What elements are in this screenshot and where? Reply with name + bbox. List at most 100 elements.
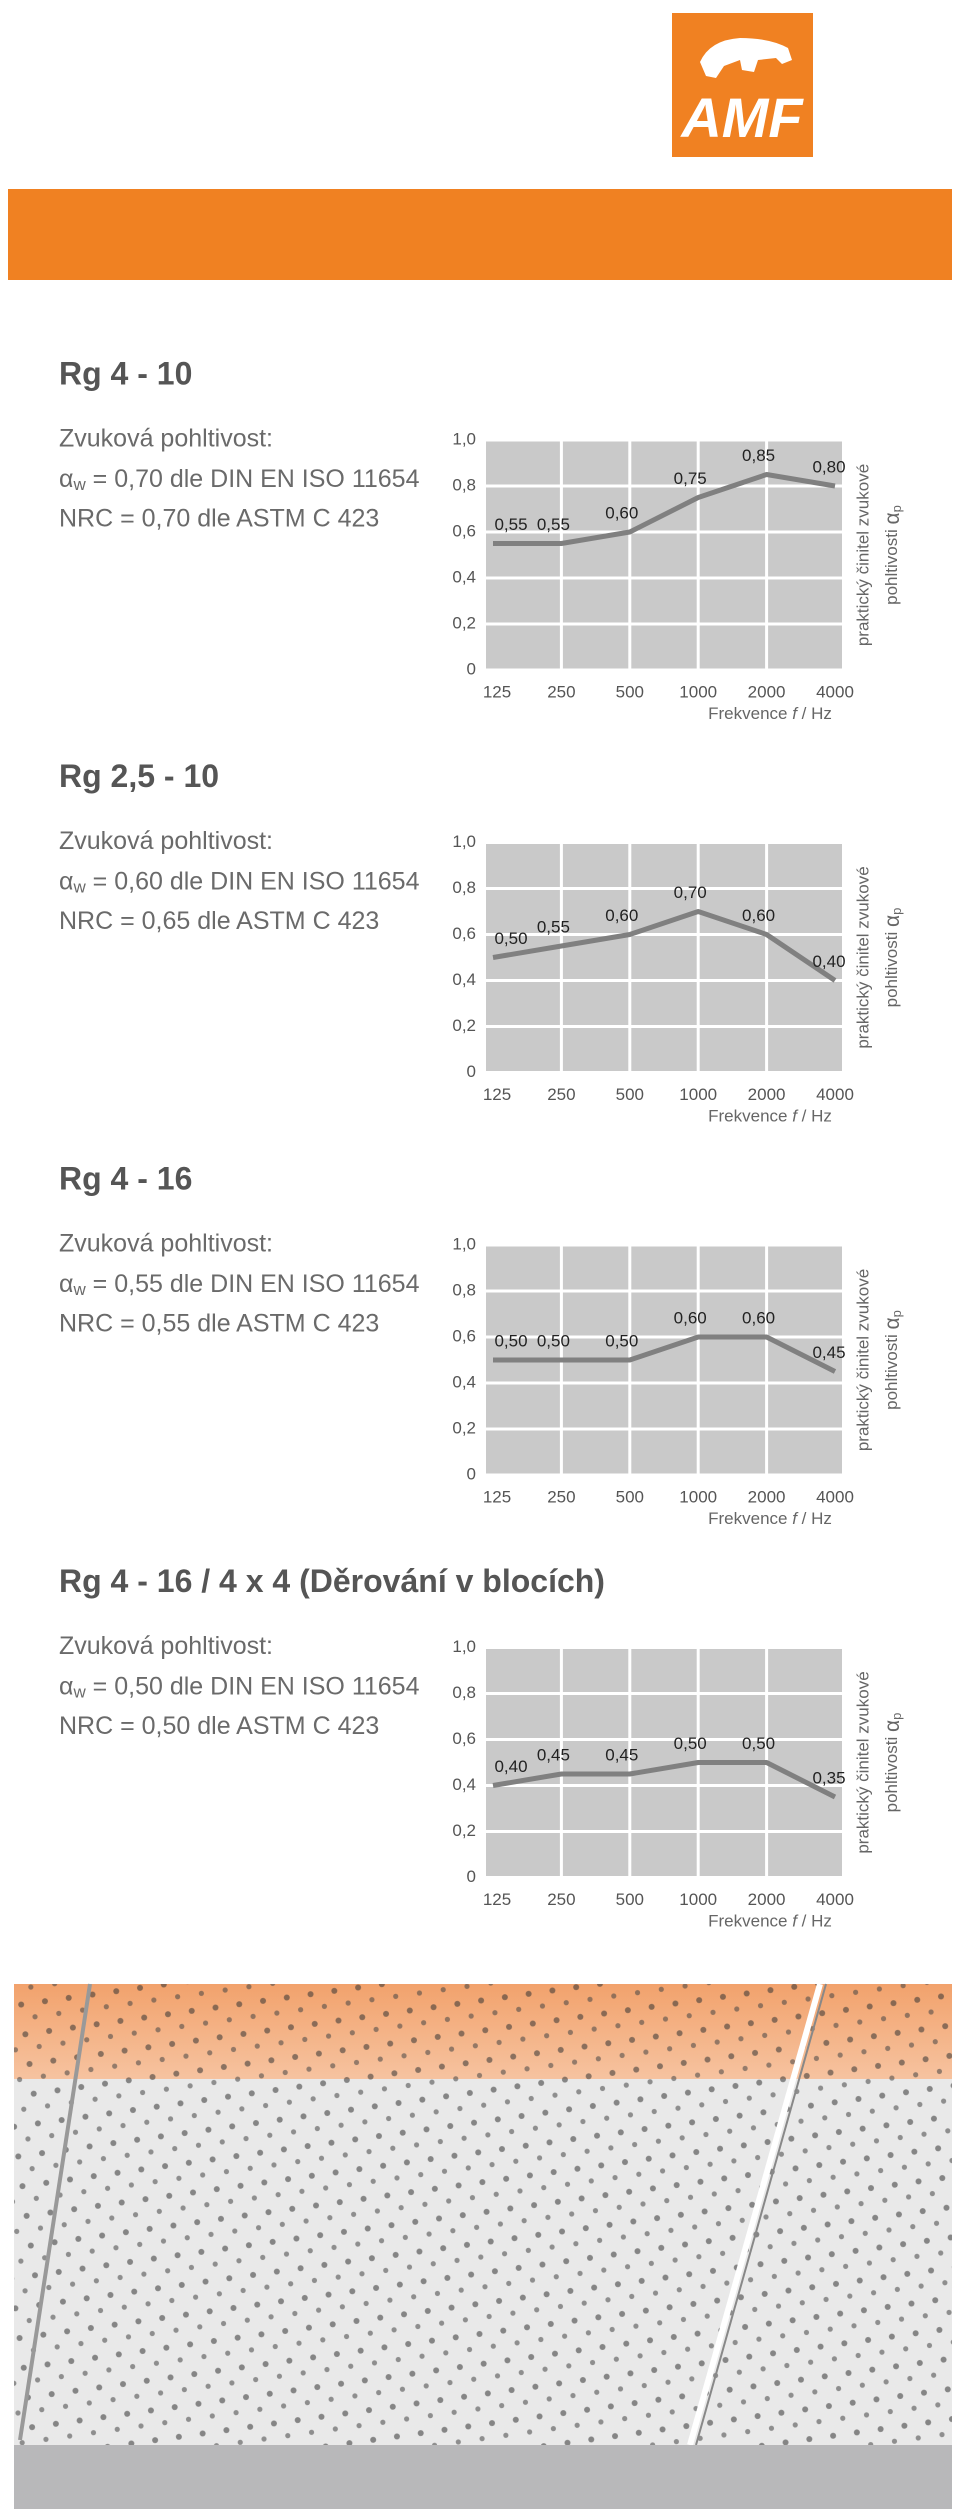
value-label: 0,55 [537, 515, 570, 534]
x-tick-label: 1000 [679, 1890, 717, 1909]
rating-symbol: α [59, 867, 73, 895]
rating-symbol: α [59, 1270, 73, 1298]
y-tick-label: 0,6 [452, 1326, 476, 1345]
y-axis-label: pohltivosti αp [881, 1713, 905, 1813]
value-label: 0,40 [812, 952, 845, 971]
x-tick-label: 250 [547, 1890, 575, 1909]
x-tick-label: 500 [616, 1085, 644, 1104]
data-line [492, 909, 837, 983]
x-tick-label: 250 [547, 682, 575, 701]
y-tick-label: 0,6 [452, 1729, 476, 1748]
value-label: 0,45 [605, 1745, 638, 1764]
value-label: 0,50 [537, 1331, 570, 1350]
x-tick-label: 125 [483, 1890, 511, 1909]
rating-symbol: α [59, 1672, 73, 1700]
data-line [492, 1760, 837, 1800]
y-tick-label: 0 [467, 659, 476, 678]
nrc: NRC = 0,50 dle ASTM C 423 [59, 1712, 379, 1740]
x-label-text: Frekvence [708, 704, 792, 723]
rating-text: = 0,60 dle DIN EN ISO 11654 [86, 867, 420, 895]
section-title: Rg 2,5 - 10 [59, 758, 219, 794]
y-tick-label: 0,8 [452, 1280, 476, 1299]
value-label: 0,60 [674, 1308, 707, 1327]
rating-sub: w [72, 475, 86, 494]
y-axis-label: praktický činitel zvukové [853, 1269, 872, 1451]
x-label-unit: / Hz [797, 1107, 832, 1126]
y-label-text: pohltivosti [882, 927, 901, 1007]
x-label-unit: / Hz [797, 704, 832, 723]
y-axis-label: pohltivosti αp [881, 505, 905, 605]
value-label: 0,40 [494, 1757, 527, 1776]
x-tick-label: 4000 [816, 1487, 854, 1506]
value-label: 0,35 [812, 1768, 845, 1787]
x-label-symbol: f [792, 704, 799, 723]
value-label: 0,45 [812, 1343, 845, 1362]
logo: AMF [672, 13, 813, 157]
x-tick-label: 1000 [679, 1487, 717, 1506]
y-label-sub: p [889, 1310, 904, 1317]
x-tick-label: 4000 [816, 682, 854, 701]
value-label: 0,50 [494, 1331, 527, 1350]
data-line [493, 472, 836, 546]
y-axis-label: praktický činitel zvukové [853, 464, 872, 646]
data-line [493, 1334, 837, 1374]
x-label-symbol: f [792, 1509, 799, 1528]
heading: Zvuková pohltivost: [59, 827, 273, 855]
x-tick-label: 250 [547, 1487, 575, 1506]
y-tick-label: 0 [467, 1867, 476, 1886]
y-tick-label: 1,0 [452, 1637, 476, 1656]
photo-holes [14, 1984, 952, 2445]
y-label-sub: p [889, 505, 904, 512]
rating-symbol: α [59, 465, 73, 493]
x-tick-label: 2000 [748, 1890, 786, 1909]
y-tick-label: 0,4 [452, 970, 476, 989]
rating: αw = 0,50 dle DIN EN ISO 11654 [59, 1672, 420, 1702]
y-tick-label: 0,4 [452, 567, 476, 586]
x-axis-label: Frekvence f / Hz [708, 1107, 832, 1126]
x-tick-label: 4000 [816, 1085, 854, 1104]
x-label-unit: / Hz [797, 1509, 832, 1528]
x-label-text: Frekvence [708, 1912, 792, 1931]
photo-joint [695, 1983, 827, 2446]
photo-bottom [14, 2445, 952, 2509]
y-label-sub: p [889, 1713, 904, 1720]
x-tick-label: 1000 [679, 1085, 717, 1104]
rating-sub: w [72, 1683, 86, 1702]
photo-joint [687, 1983, 823, 2446]
y-tick-label: 1,0 [452, 429, 476, 448]
x-tick-label: 125 [483, 1487, 511, 1506]
y-tick-label: 0,4 [452, 1372, 476, 1391]
rating-sub: w [72, 878, 86, 897]
x-label-symbol: f [792, 1107, 799, 1126]
x-tick-label: 2000 [748, 1487, 786, 1506]
x-tick-label: 2000 [748, 1085, 786, 1104]
y-axis-label: praktický činitel zvukové [853, 1671, 872, 1853]
rating-text: = 0,70 dle DIN EN ISO 11654 [86, 465, 420, 493]
y-tick-label: 1,0 [452, 832, 476, 851]
nrc: NRC = 0,70 dle ASTM C 423 [59, 505, 379, 533]
value-label: 0,60 [605, 906, 638, 925]
y-tick-label: 1,0 [452, 1234, 476, 1253]
section-title: Rg 4 - 16 [59, 1160, 192, 1196]
y-tick-label: 0,6 [452, 924, 476, 943]
x-tick-label: 500 [616, 1487, 644, 1506]
y-label-symbol: α [881, 1720, 904, 1732]
x-axis-label: Frekvence f / Hz [708, 704, 832, 723]
plot-area [486, 440, 842, 670]
rating: αw = 0,60 dle DIN EN ISO 11654 [59, 867, 420, 897]
heading: Zvuková pohltivost: [59, 1230, 273, 1258]
plot-area [486, 1647, 842, 1878]
x-tick-label: 125 [483, 1085, 511, 1104]
y-label-text: pohltivosti [882, 1732, 901, 1812]
value-label: 0,50 [494, 929, 527, 948]
nrc: NRC = 0,55 dle ASTM C 423 [59, 1310, 379, 1338]
logo-bear [700, 38, 792, 78]
x-tick-label: 4000 [816, 1890, 854, 1909]
section: Rg 2,5 - 10 Zvuková pohltivost: αw = 0,60 … [59, 758, 904, 1126]
y-label-text: pohltivosti [882, 1330, 901, 1410]
y-axis-label: pohltivosti αp [881, 908, 905, 1008]
orange-band [8, 189, 952, 280]
